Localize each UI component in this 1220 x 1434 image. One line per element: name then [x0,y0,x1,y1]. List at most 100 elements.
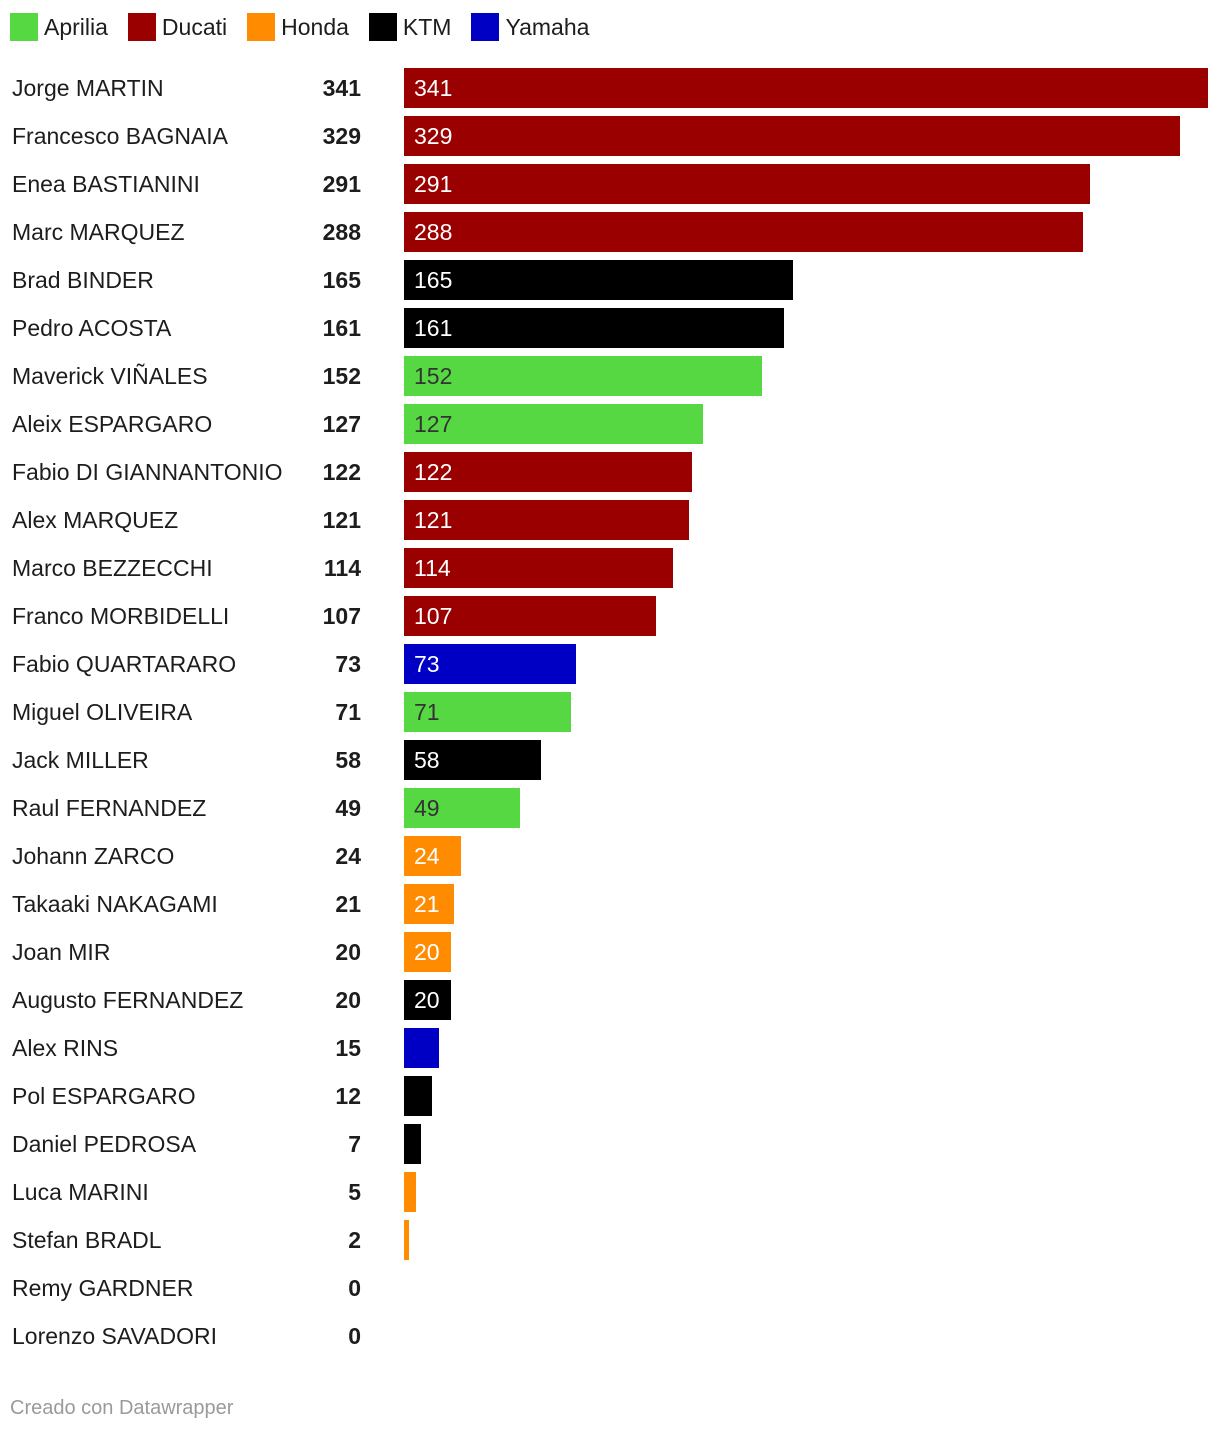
chart-row: Pedro ACOSTA 161 161 [0,308,1220,348]
rider-name: Lorenzo SAVADORI [12,1323,217,1349]
chart-row: Enea BASTIANINI 291 291 [0,164,1220,204]
rider-name: Remy GARDNER [12,1275,194,1301]
legend-swatch [247,13,276,41]
chart-row: Marco BEZZECCHI 114 114 [0,548,1220,588]
bar-value-label: 24 [414,843,440,869]
points-value: 291 [322,171,361,197]
chart-row: Luca MARINI 5 [0,1172,1220,1212]
points-value: 165 [322,267,361,293]
bar-value-label: 107 [414,603,453,629]
legend-item-aprilia: Aprilia [10,13,108,41]
legend-swatch [368,13,397,41]
points-value: 20 [335,939,361,965]
rider-name: Francesco BAGNAIA [12,123,229,149]
bar [404,740,541,780]
bar [404,116,1180,156]
points-value: 73 [335,651,361,677]
rider-name: Brad BINDER [12,267,154,293]
points-value: 21 [335,891,361,917]
rider-name: Augusto FERNANDEZ [12,987,244,1013]
legend-label: Aprilia [44,14,108,40]
bar-value-label: 73 [414,651,440,677]
rider-name: Daniel PEDROSA [12,1131,197,1157]
bar-value-label: 71 [414,699,440,725]
bar-value-label: 329 [414,123,453,149]
points-value: 20 [335,987,361,1013]
points-value: 49 [335,795,361,821]
points-value: 7 [348,1131,361,1157]
points-value: 161 [322,315,361,341]
chart-row: Pol ESPARGARO 12 [0,1076,1220,1116]
chart-row: Jack MILLER 58 58 [0,740,1220,780]
bar [404,1076,433,1116]
legend-item-ducati: Ducati [127,13,228,41]
points-value: 0 [348,1323,361,1349]
points-value: 341 [322,75,361,101]
points-value: 127 [322,411,361,437]
bar-value-label: 20 [414,939,440,965]
bar-chart: Jorge MARTIN 341 341 Francesco BAGNAIA 329 32… [0,62,1220,1362]
rider-name: Johann ZARCO [12,843,175,869]
rider-name: Pedro ACOSTA [12,315,172,341]
bar [404,356,763,396]
rider-name: Fabio QUARTARARO [12,651,237,677]
legend-label: Ducati [161,14,228,40]
footer-credit: Creado con Datawrapper [10,1397,234,1419]
rider-name: Jorge MARTIN [12,75,164,101]
bar [404,1172,416,1212]
chart-row: Alex RINS 15 [0,1028,1220,1068]
rider-name: Miguel OLIVEIRA [12,699,193,725]
bar-value-label: 341 [414,75,453,101]
chart-row: Franco MORBIDELLI 107 107 [0,596,1220,636]
bar [404,1124,421,1164]
rider-name: Franco MORBIDELLI [12,603,230,629]
rider-name: Enea BASTIANINI [12,171,200,197]
chart-row: Aleix ESPARGARO 127 127 [0,404,1220,444]
bar [404,596,657,636]
points-value: 24 [335,843,361,869]
bar [404,404,704,444]
legend-label: Honda [281,14,349,40]
points-value: 2 [348,1227,361,1253]
bar-value-label: 121 [414,507,453,533]
bar-value-label: 127 [414,411,453,437]
points-value: 329 [322,123,361,149]
bar [404,980,452,1020]
points-value: 58 [335,747,361,773]
rider-name: Stefan BRADL [12,1227,162,1253]
bar [404,68,1208,108]
rider-name: Pol ESPARGARO [12,1083,196,1109]
chart-row: Jorge MARTIN 341 341 [0,68,1220,108]
bar-value-label: 49 [414,795,440,821]
points-value: 122 [322,459,361,485]
chart-row: Stefan BRADL 2 [0,1220,1220,1260]
chart-row: Raul FERNANDEZ 49 49 [0,788,1220,828]
rider-name: Marco BEZZECCHI [12,555,213,581]
bar [404,884,454,924]
chart-row: Maverick VIÑALES 152 152 [0,356,1220,396]
points-value: 152 [322,363,361,389]
points-value: 0 [348,1275,361,1301]
rider-name: Marc MARQUEZ [12,219,185,245]
legend-item-honda: Honda [247,13,349,41]
bar-value-label: 20 [414,987,440,1013]
bar [404,452,692,492]
bar [404,500,690,540]
points-value: 71 [335,699,361,725]
legend-swatch [10,13,38,41]
rider-name: Fabio DI GIANNANTONIO [12,459,283,485]
rider-name: Luca MARINI [12,1179,149,1205]
chart-row: Daniel PEDROSA 7 [0,1124,1220,1164]
chart-row: Fabio DI GIANNANTONIO 122 122 [0,452,1220,492]
chart-row: Augusto FERNANDEZ 20 20 [0,980,1220,1020]
points-value: 15 [335,1035,361,1061]
bar [404,212,1084,252]
legend: Aprilia Ducati Honda KTM Yamaha [10,12,609,42]
points-value: 12 [335,1083,361,1109]
rider-name: Alex MARQUEZ [12,507,179,533]
bar-value-label: 165 [414,267,453,293]
bar-value-label: 114 [414,555,451,581]
bar [404,308,784,348]
bar-value-label: 161 [414,315,453,341]
points-value: 5 [348,1179,361,1205]
